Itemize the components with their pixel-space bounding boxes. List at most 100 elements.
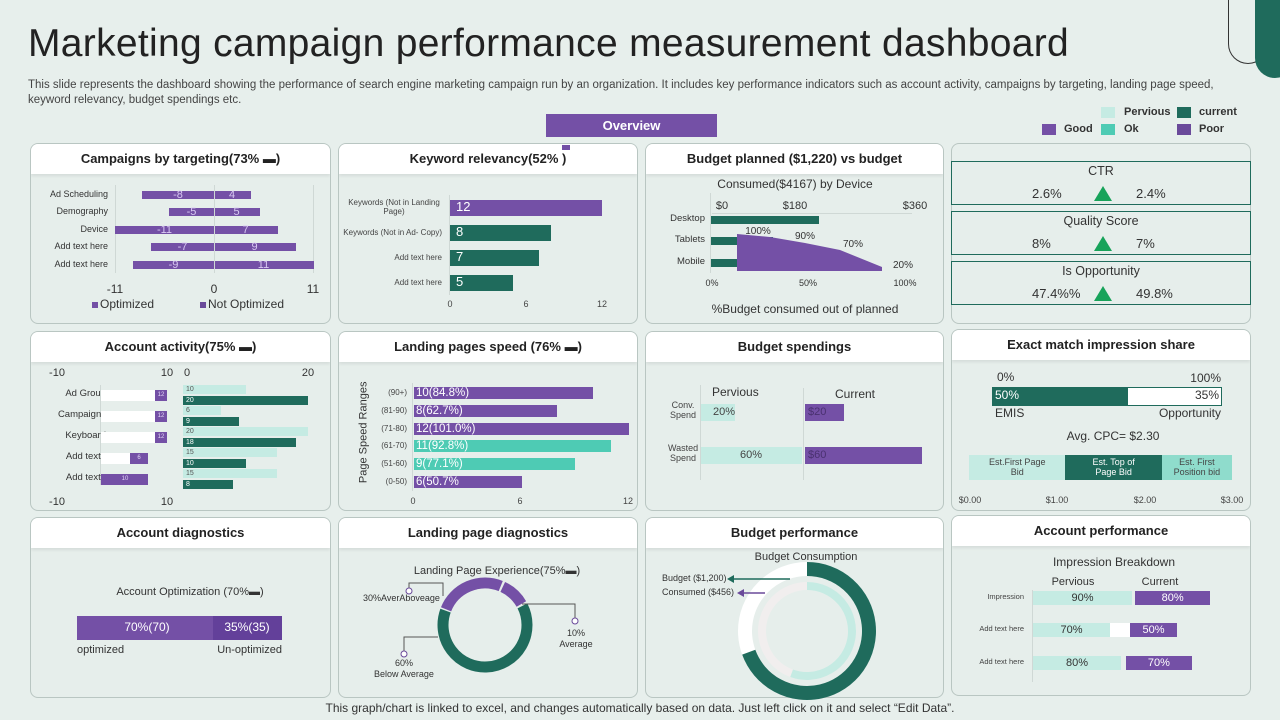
bar-label: 6(50.7%	[416, 476, 459, 488]
tick-label: 0%	[705, 278, 719, 288]
bar-previous	[1033, 623, 1110, 637]
kpi-previous: 2.6%	[1032, 186, 1062, 201]
tick-label: $0	[715, 200, 729, 212]
bar-current	[805, 404, 844, 421]
category-label: Add text..	[65, 451, 106, 462]
category-label: (51-60)	[381, 459, 407, 469]
category-label: Ad Group	[65, 388, 106, 399]
kpi-label: CTR	[1088, 164, 1114, 178]
gridline	[712, 213, 912, 214]
bar-optimized	[142, 191, 214, 199]
bar-current	[183, 459, 246, 468]
bar	[414, 440, 612, 453]
category-label: Ad Scheduling	[49, 189, 108, 199]
bar-left	[101, 474, 148, 485]
panel-title: Account activity(75% ▬)	[31, 332, 330, 362]
tick-label: $2.00	[1133, 495, 1157, 505]
bar-label: 6	[186, 407, 190, 414]
tick-label: $1.00	[1045, 495, 1069, 505]
bar-not-optimized	[215, 243, 296, 251]
kpi-previous: 47.4%%	[1032, 286, 1081, 301]
bar-previous	[183, 385, 246, 394]
bar-label: -7	[177, 241, 188, 253]
bar-label: 9	[186, 418, 190, 425]
bar-label: 10(84.8%)	[416, 387, 470, 399]
axis-line	[449, 195, 450, 295]
opportunity-value: 35%	[1194, 388, 1219, 402]
legend-poor: Poor	[1199, 123, 1225, 135]
panel-title: Keyword relevancy(52% )	[339, 144, 637, 174]
bar-white	[101, 411, 155, 422]
avg-cpc: Avg. CPC= $2.30	[1066, 429, 1160, 443]
kpi-label: Is Opportunity	[1062, 264, 1140, 278]
budget-performance-panel: Budget performance	[645, 517, 944, 698]
bar-label: 8	[456, 224, 464, 239]
bar-label: 70%	[1060, 624, 1083, 636]
bar-label: 5	[456, 274, 464, 289]
bar-unoptimized	[213, 616, 282, 640]
bar-white	[101, 432, 155, 443]
tick-label: 100%	[893, 278, 917, 288]
bar-label: 12	[157, 413, 165, 419]
axis-line	[710, 193, 711, 273]
gridline	[313, 185, 314, 273]
bar-previous	[183, 427, 308, 436]
bar-label: 4	[228, 189, 236, 201]
bar	[414, 476, 522, 488]
bar-label: 12	[157, 434, 165, 440]
account-activity-panel: Account activity(75% ▬)	[30, 331, 331, 511]
category-label: Add text here	[394, 278, 442, 287]
category-label: Add text here	[979, 624, 1024, 633]
kpi-current: 7%	[1136, 236, 1155, 251]
bid-label: Est.First Page Bid	[988, 457, 1046, 478]
up-arrow-icon	[1094, 236, 1112, 251]
tick-label: 12	[622, 496, 633, 506]
bar-current	[1130, 623, 1177, 637]
panel-title: Budget spendings	[646, 332, 943, 362]
bar-label: 8	[186, 481, 190, 488]
slice-label: 30%AverAboveage	[363, 593, 440, 603]
page-description: This slide represents the dashboard show…	[28, 79, 1214, 106]
bar-label: 11	[257, 259, 270, 271]
bar-previous	[1033, 591, 1132, 605]
tick-label: $360	[902, 200, 928, 212]
category-label: Add text here	[54, 241, 108, 251]
legend-swatch	[92, 302, 98, 308]
category-label: (90+)	[388, 388, 407, 397]
budget-planned-panel: Budget planned ($1,220) vs budget	[645, 143, 944, 324]
page-title: Marketing campaign performance measureme…	[28, 22, 1069, 65]
bar-not-optimized	[215, 208, 260, 216]
bar-current	[805, 447, 922, 464]
legend-label: Not Optimized	[208, 297, 285, 311]
bid-label: Est. First Position bid	[1173, 457, 1221, 478]
bar-label: 8(62.7%)	[416, 404, 463, 417]
caption: Un-optimized	[217, 644, 282, 656]
bar-label: 18	[186, 439, 194, 446]
column-header: Pervious	[1051, 576, 1095, 588]
bar-previous	[701, 404, 735, 421]
category-label: Keywords (Not in Landing Page)	[348, 198, 440, 217]
bar-label: 35%(35)	[224, 620, 270, 634]
axis-title: Page Speed Ranges	[357, 381, 370, 484]
category-label: Add text..	[65, 472, 106, 483]
bar-current	[183, 396, 308, 405]
bar-previous	[701, 447, 802, 464]
bar-not-optimized	[215, 226, 278, 234]
tick-label: 10	[160, 496, 174, 508]
overview-button[interactable]: Overview	[546, 114, 717, 137]
category-label: Add text here	[394, 253, 442, 262]
bar-device-spend	[711, 216, 819, 224]
bar-label: 60%	[739, 449, 763, 461]
title-swatch	[562, 145, 570, 150]
category-label: Add text here	[979, 657, 1024, 666]
legend-poor-swatch	[1177, 124, 1191, 135]
category-label: Tablets	[674, 234, 705, 245]
bar	[450, 275, 514, 291]
bar-label: 15	[186, 449, 194, 456]
legend-ok: Ok	[1124, 123, 1139, 135]
category-label: Desktop	[670, 213, 705, 224]
bar-label: -11	[156, 224, 173, 236]
bar-label: -8	[173, 189, 183, 201]
scale-min: 0%	[997, 370, 1015, 384]
up-arrow-icon	[1094, 286, 1112, 301]
